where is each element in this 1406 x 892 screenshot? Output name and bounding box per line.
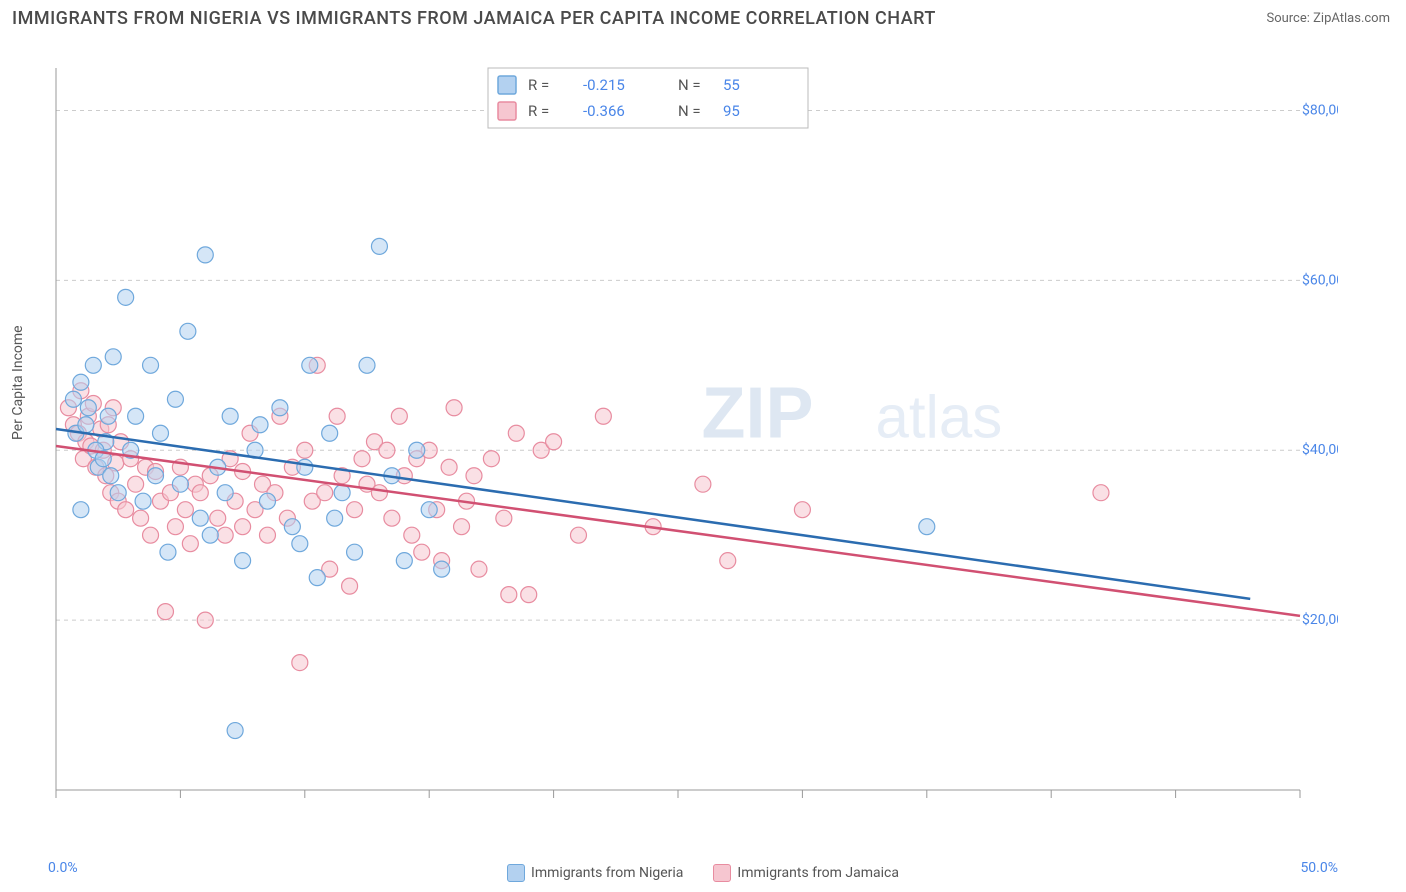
legend-swatch-nigeria bbox=[507, 864, 525, 882]
chart-title: IMMIGRANTS FROM NIGERIA VS IMMIGRANTS FR… bbox=[12, 8, 936, 29]
svg-text:-0.366: -0.366 bbox=[583, 102, 625, 120]
legend-item-jamaica: Immigrants from Jamaica bbox=[713, 864, 899, 882]
svg-text:95: 95 bbox=[723, 102, 740, 120]
legend-label-nigeria: Immigrants from Nigeria bbox=[531, 865, 683, 881]
legend-swatch-jamaica bbox=[713, 864, 731, 882]
svg-text:R =: R = bbox=[528, 76, 549, 94]
y-axis-label: Per Capita Income bbox=[10, 325, 26, 440]
svg-text:$20,000: $20,000 bbox=[1302, 611, 1338, 628]
chart-plot-area: $20,000 $40,000 $60,000 $80,000 ZIP atlas R = -… bbox=[48, 50, 1338, 810]
svg-text:-0.215: -0.215 bbox=[583, 76, 625, 94]
svg-text:N =: N = bbox=[678, 76, 701, 94]
svg-text:$60,000: $60,000 bbox=[1302, 271, 1338, 288]
legend-label-jamaica: Immigrants from Jamaica bbox=[737, 865, 899, 881]
legend-item-nigeria: Immigrants from Nigeria bbox=[507, 864, 683, 882]
svg-text:$40,000: $40,000 bbox=[1302, 441, 1338, 458]
scatter-chart-svg: $20,000 $40,000 $60,000 $80,000 ZIP atlas R = -… bbox=[48, 50, 1338, 810]
source-label: Source: ZipAtlas.com bbox=[1266, 11, 1390, 26]
bottom-legend: Immigrants from Nigeria Immigrants from … bbox=[0, 864, 1406, 882]
svg-text:ZIP: ZIP bbox=[701, 374, 813, 454]
svg-text:55: 55 bbox=[723, 76, 740, 94]
svg-text:N =: N = bbox=[678, 102, 701, 120]
svg-text:R =: R = bbox=[528, 102, 549, 120]
svg-text:$80,000: $80,000 bbox=[1302, 101, 1338, 118]
svg-text:atlas: atlas bbox=[876, 384, 1003, 451]
